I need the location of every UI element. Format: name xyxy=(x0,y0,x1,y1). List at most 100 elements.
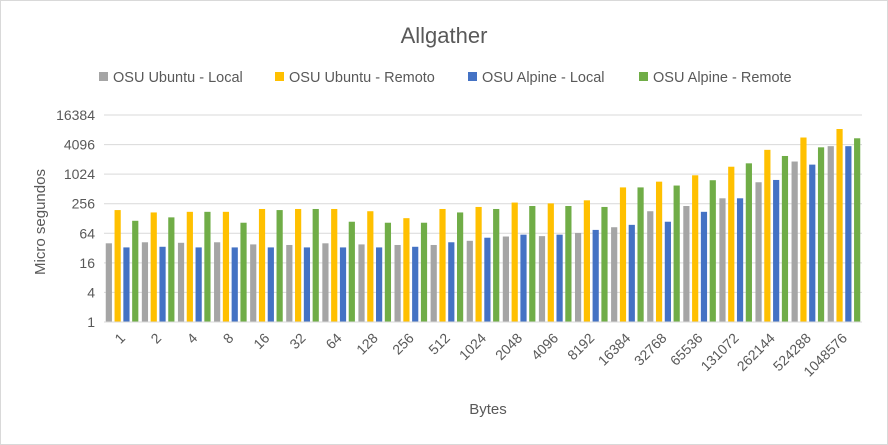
bar xyxy=(222,211,230,322)
bar xyxy=(592,229,599,322)
bar xyxy=(827,146,834,322)
gridlines xyxy=(104,114,862,293)
bar xyxy=(700,211,708,322)
bar xyxy=(384,222,392,322)
bar xyxy=(647,211,654,322)
y-axis-label: Micro segundos xyxy=(32,169,49,275)
bar xyxy=(267,247,274,322)
bar xyxy=(601,206,608,322)
bar xyxy=(231,247,238,322)
x-tick-label: 4 xyxy=(184,330,201,347)
bar xyxy=(791,161,798,322)
y-tick-label: 4096 xyxy=(64,137,95,153)
bar xyxy=(312,208,319,322)
y-tick-label: 16384 xyxy=(56,107,95,123)
bar xyxy=(367,211,374,322)
bar xyxy=(836,128,843,322)
bar xyxy=(168,217,175,322)
bar xyxy=(430,244,437,322)
bar xyxy=(547,203,554,322)
x-tick-label: 131072 xyxy=(697,330,741,374)
legend-swatch xyxy=(468,72,477,81)
bar xyxy=(755,182,762,322)
bar xyxy=(565,205,572,322)
x-tick-label: 16 xyxy=(250,330,272,352)
bar xyxy=(358,244,365,322)
bar xyxy=(664,221,671,322)
bar xyxy=(655,181,663,322)
x-tick-label: 1024 xyxy=(456,330,489,363)
bar xyxy=(583,200,590,322)
x-tick-label: 262144 xyxy=(734,330,778,374)
x-tick-label: 32 xyxy=(286,330,308,352)
bar xyxy=(493,208,500,322)
bar xyxy=(556,234,563,322)
bar xyxy=(339,247,347,322)
bar xyxy=(637,187,644,322)
bar xyxy=(764,149,771,322)
bar xyxy=(420,222,428,322)
bar xyxy=(286,244,293,322)
y-tick-label: 4 xyxy=(87,284,95,300)
bar xyxy=(114,210,121,322)
bar xyxy=(412,246,419,322)
bars xyxy=(105,128,861,322)
y-axis-ticks: 1 4 16 64 256 1024 4096 16384 xyxy=(56,107,95,330)
bar xyxy=(457,212,464,322)
bar xyxy=(439,208,446,322)
x-tick-label: 8 xyxy=(220,330,237,347)
bar xyxy=(466,240,473,322)
legend-swatch xyxy=(275,72,284,81)
x-tick-label: 2048 xyxy=(492,330,525,363)
y-tick-label: 1024 xyxy=(64,166,95,182)
bar xyxy=(214,242,221,322)
bar xyxy=(186,211,193,322)
bar xyxy=(845,146,852,322)
bar xyxy=(520,234,527,322)
bar xyxy=(150,212,157,322)
bar xyxy=(773,179,780,322)
bar xyxy=(502,236,509,322)
bar xyxy=(736,198,744,322)
bar xyxy=(276,210,283,322)
bar xyxy=(348,221,355,322)
bar xyxy=(709,180,716,322)
bar xyxy=(484,237,491,322)
bar xyxy=(745,163,752,322)
bar xyxy=(692,175,699,322)
legend-label: OSU Ubuntu - Remoto xyxy=(289,70,435,86)
legend-swatch xyxy=(639,72,648,81)
bar xyxy=(475,206,482,322)
bar xyxy=(683,205,690,322)
x-axis-ticks: 1 2 4 8 16 32 64 128 256 512 1024 2048 4096 819216384… xyxy=(111,330,850,380)
x-tick-label: 4096 xyxy=(528,330,561,363)
bar xyxy=(781,155,789,322)
x-tick-label: 256 xyxy=(389,330,417,358)
legend-label: OSU Ubuntu - Local xyxy=(113,70,243,86)
bar xyxy=(132,220,139,322)
bar xyxy=(854,138,861,322)
x-tick-label: 2 xyxy=(147,330,164,347)
bar xyxy=(376,247,383,322)
bar xyxy=(529,205,536,322)
bar xyxy=(303,247,311,322)
bar xyxy=(250,244,257,322)
bar xyxy=(403,218,410,322)
legend-label: OSU Alpine - Remote xyxy=(653,70,792,86)
x-tick-label: 128 xyxy=(353,330,381,358)
bar xyxy=(611,227,618,322)
bar xyxy=(673,185,680,322)
legend: OSU Ubuntu - Local OSU Ubuntu - Remoto OSU… xyxy=(99,70,792,86)
x-tick-label: 1 xyxy=(111,330,128,347)
x-axis-label: Bytes xyxy=(469,401,507,418)
bar xyxy=(141,242,149,322)
y-tick-label: 256 xyxy=(72,196,96,212)
bar xyxy=(800,137,807,322)
y-tick-label: 1 xyxy=(87,314,95,330)
bar xyxy=(728,166,735,322)
x-tick-label: 8192 xyxy=(564,330,597,363)
bar xyxy=(511,202,518,322)
bar xyxy=(394,244,401,322)
bar xyxy=(295,208,302,322)
